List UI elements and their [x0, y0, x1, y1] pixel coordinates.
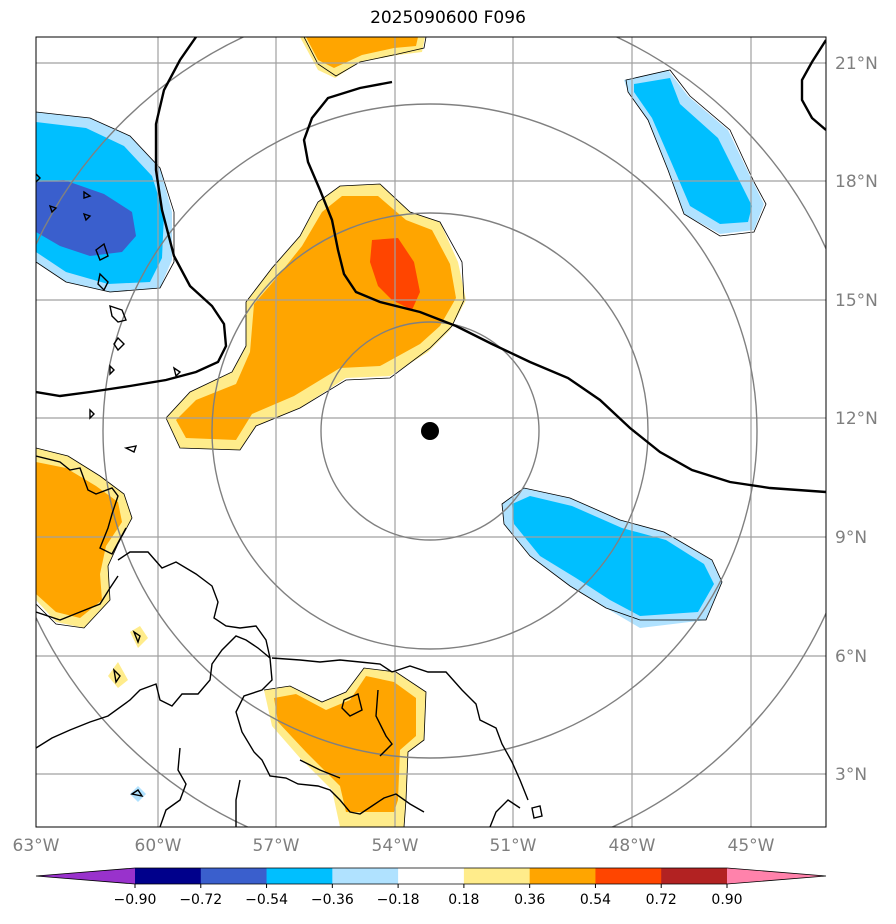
lat-label: 12°N [835, 409, 878, 429]
island-17 [112, 667, 121, 684]
colorbar-extend-low [36, 868, 135, 884]
colorbar-tick-label: −0.54 [245, 892, 288, 908]
island-11 [83, 190, 92, 199]
map-title: 2025090600 F096 [370, 8, 526, 28]
island-16 [132, 630, 141, 645]
range-rings [36, 37, 826, 827]
field-speck-3 [130, 786, 146, 802]
map-frame [35, 36, 827, 828]
island-15 [531, 805, 543, 819]
storm-center-marker [421, 422, 439, 440]
coastlines [36, 173, 543, 827]
island-12 [36, 455, 127, 555]
colorbar-tick-label: −0.72 [179, 892, 222, 908]
island-3 [109, 364, 115, 376]
lat-label: 21°N [835, 54, 878, 74]
south-america-coast [36, 635, 425, 815]
range-ring-3 [102, 103, 758, 759]
lon-label: 63°W [13, 836, 60, 856]
field-speck-2 [108, 662, 128, 688]
colorbar-tick-label: 0.90 [711, 892, 742, 908]
lon-label: 60°W [135, 836, 182, 856]
lat-label: 3°N [835, 765, 867, 785]
lon-label: 51°W [490, 836, 537, 856]
colorbar-extend-high [727, 868, 826, 884]
lat-label: 9°N [835, 528, 867, 548]
field-ne-cyan [634, 78, 752, 224]
bold-contours [36, 37, 826, 494]
lon-label: 45°W [728, 836, 775, 856]
colorbar-segment [332, 868, 399, 884]
colorbar-tick-label: 0.18 [448, 892, 479, 908]
lat-label: 6°N [835, 647, 867, 667]
colorbar-tick-label: −0.90 [114, 892, 157, 908]
colorbar-tick-label: 0.54 [580, 892, 611, 908]
island-2 [113, 336, 125, 352]
lat-ticks: 21°N 18°N 15°N 12°N 9°N 6°N 3°N [835, 54, 878, 785]
island-14 [341, 693, 363, 717]
lon-label: 48°W [609, 836, 656, 856]
colorbar-segment [595, 868, 662, 884]
island-5 [89, 408, 95, 420]
lon-ticks: 63°W 60°W 57°W 54°W 51°W 48°W 45°W [13, 836, 775, 856]
anomaly-fields [36, 37, 764, 827]
field-e-cyan [512, 496, 714, 616]
lon-label: 57°W [253, 836, 300, 856]
field-top-orange [306, 37, 418, 68]
lon-label: 54°W [372, 836, 419, 856]
colorbar-segment [266, 868, 333, 884]
island-6 [123, 445, 138, 453]
colorbar-segment [398, 868, 465, 884]
range-ring-1 [320, 321, 540, 541]
bold-contour-2 [302, 80, 826, 494]
bold-contour-3 [800, 39, 826, 131]
island-9 [48, 204, 58, 214]
colorbar-segment [661, 868, 728, 884]
lat-label: 18°N [835, 172, 878, 192]
map-area [36, 37, 826, 827]
field-w-orange [36, 462, 122, 618]
island-1 [109, 304, 127, 323]
colorbar-tick-label: −0.36 [311, 892, 354, 908]
colorbar-segment [529, 868, 596, 884]
island-18 [130, 789, 144, 798]
island-10 [82, 212, 92, 222]
colorbar-tick-label: 0.72 [646, 892, 677, 908]
island-4 [172, 366, 182, 378]
colorbar-segment [200, 868, 268, 884]
field-s-orange [274, 676, 416, 812]
colorbar-segment [135, 868, 202, 884]
bold-contour-1 [36, 37, 228, 398]
island-8 [95, 242, 109, 261]
range-ring-2 [211, 212, 649, 650]
colorbar-tick-label: −0.18 [377, 892, 420, 908]
colorbar-segment [463, 868, 531, 884]
colorbar-tick-label: 0.36 [514, 892, 545, 908]
island-13 [36, 173, 41, 183]
colorbar: −0.90 −0.72 −0.54 −0.36 −0.18 0.18 0.36 0.54 0.7… [35, 867, 827, 908]
graticule [36, 37, 826, 827]
lat-label: 15°N [835, 291, 878, 311]
island-7 [97, 272, 109, 292]
